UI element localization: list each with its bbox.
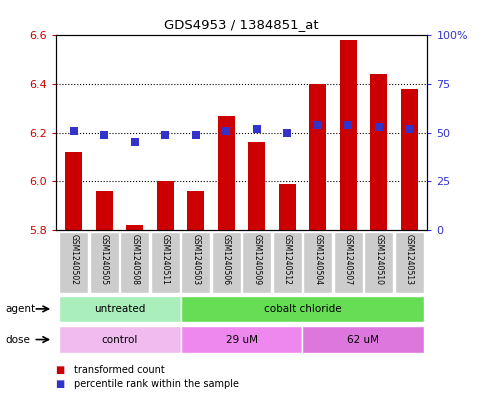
Bar — [58, 296, 181, 322]
Bar — [370, 74, 387, 230]
Text: untreated: untreated — [94, 304, 145, 314]
Bar — [181, 296, 425, 322]
Text: dose: dose — [6, 334, 31, 345]
Text: GSM1240509: GSM1240509 — [252, 234, 261, 285]
Point — [100, 131, 108, 138]
Text: GSM1240505: GSM1240505 — [100, 234, 109, 285]
Text: GSM1240510: GSM1240510 — [374, 234, 383, 285]
Bar — [364, 232, 393, 293]
Point — [314, 122, 322, 128]
Text: control: control — [101, 334, 138, 345]
Bar — [212, 232, 241, 293]
Bar — [401, 89, 417, 230]
Bar — [58, 326, 181, 353]
Text: GSM1240502: GSM1240502 — [70, 234, 78, 285]
Bar — [309, 84, 326, 230]
Point — [284, 129, 291, 136]
Text: GSM1240508: GSM1240508 — [130, 234, 139, 285]
Bar — [151, 232, 180, 293]
Point — [405, 126, 413, 132]
Point — [344, 122, 352, 128]
Point — [161, 131, 169, 138]
Text: GSM1240503: GSM1240503 — [191, 234, 200, 285]
Text: transformed count: transformed count — [74, 365, 165, 375]
Point — [222, 128, 230, 134]
Bar — [248, 142, 265, 230]
Text: agent: agent — [6, 304, 36, 314]
Text: GSM1240511: GSM1240511 — [161, 234, 170, 285]
Point — [131, 139, 139, 145]
Bar — [181, 326, 302, 353]
Bar — [395, 232, 424, 293]
Bar — [303, 232, 332, 293]
Bar — [218, 116, 235, 230]
Bar — [334, 232, 363, 293]
Text: GSM1240512: GSM1240512 — [283, 234, 292, 285]
Text: GDS4953 / 1384851_at: GDS4953 / 1384851_at — [164, 18, 319, 31]
Text: ■: ■ — [56, 379, 65, 389]
Text: percentile rank within the sample: percentile rank within the sample — [74, 379, 239, 389]
Text: cobalt chloride: cobalt chloride — [264, 304, 341, 314]
Text: 62 uM: 62 uM — [347, 334, 380, 345]
Bar — [66, 152, 82, 230]
Bar — [127, 225, 143, 230]
Bar — [59, 232, 88, 293]
Text: GSM1240513: GSM1240513 — [405, 234, 413, 285]
Bar — [96, 191, 113, 230]
Point — [192, 131, 199, 138]
Text: GSM1240507: GSM1240507 — [344, 234, 353, 285]
Text: 29 uM: 29 uM — [226, 334, 257, 345]
Bar — [181, 232, 211, 293]
Point — [70, 128, 78, 134]
Bar — [340, 40, 356, 230]
Text: GSM1240504: GSM1240504 — [313, 234, 322, 285]
Text: ■: ■ — [56, 365, 65, 375]
Point — [375, 124, 383, 130]
Bar — [302, 326, 425, 353]
Bar — [187, 191, 204, 230]
Point — [253, 126, 261, 132]
Bar — [90, 232, 119, 293]
Bar — [120, 232, 149, 293]
Bar — [279, 184, 296, 230]
Bar — [242, 232, 271, 293]
Bar — [157, 181, 174, 230]
Bar — [272, 232, 302, 293]
Text: GSM1240506: GSM1240506 — [222, 234, 231, 285]
